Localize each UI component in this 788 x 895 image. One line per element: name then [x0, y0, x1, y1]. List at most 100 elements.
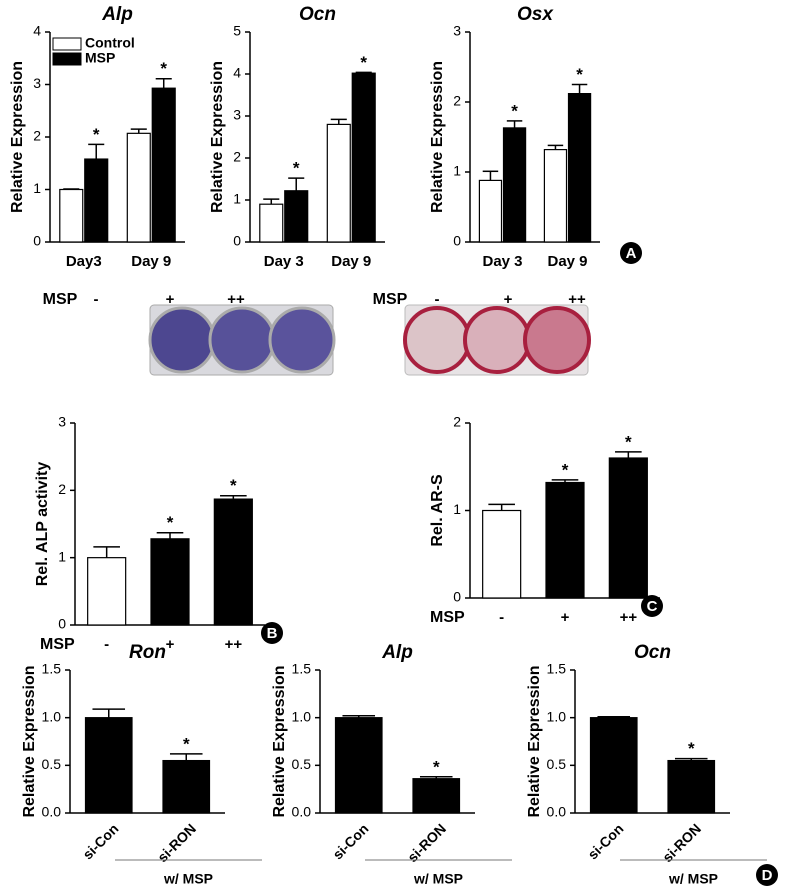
y-tick-label: 1.5	[547, 661, 567, 677]
x-tick-label: -	[104, 636, 109, 653]
bar	[150, 538, 190, 626]
y-tick-label: 0.0	[547, 804, 567, 820]
group-label: w/ MSP	[413, 871, 463, 887]
y-tick-label: 4	[233, 65, 241, 81]
chart-title: Ocn	[634, 642, 671, 663]
legend-swatch	[52, 52, 82, 66]
y-tick-label: 0.0	[292, 804, 312, 820]
bar	[59, 188, 84, 243]
y-axis-label: Relative Expression	[9, 61, 26, 213]
treatment-label: ++	[568, 291, 586, 308]
bar	[84, 158, 109, 243]
y-tick-label: 1	[233, 191, 241, 207]
bar	[84, 717, 133, 814]
well	[463, 306, 531, 374]
panel-letter: C	[647, 598, 658, 615]
well	[208, 306, 276, 374]
y-tick-label: 0.0	[42, 804, 62, 820]
x-tick-label: ++	[620, 609, 638, 626]
y-tick-label: 2	[233, 149, 241, 165]
bar	[502, 127, 527, 243]
chart-title: Alp	[381, 642, 413, 663]
y-tick-label: 0.5	[292, 756, 312, 772]
group-label: w/ MSP	[668, 871, 718, 887]
y-tick-label: 2	[33, 128, 41, 144]
significance-marker: *	[511, 101, 518, 120]
y-tick-label: 1	[453, 163, 461, 179]
y-axis-label: Relative Expression	[429, 61, 446, 213]
significance-marker: *	[93, 125, 100, 144]
chart-title: Osx	[517, 4, 554, 25]
treatment-title: MSP	[373, 291, 408, 308]
y-axis-label: Relative Expression	[271, 665, 288, 817]
x-tick-label: +	[166, 636, 175, 653]
y-axis-label: Relative Expression	[209, 61, 226, 213]
chart-title: Ron	[129, 642, 166, 663]
x-tick-label: si-Con	[329, 820, 371, 862]
y-tick-label: 2	[58, 481, 66, 497]
y-tick-label: 1	[58, 548, 66, 564]
x-tick-label: si-Con	[584, 820, 626, 862]
y-tick-label: 1	[33, 180, 41, 196]
y-axis-label: Relative Expression	[21, 665, 38, 817]
y-tick-label: 1.0	[547, 708, 567, 724]
significance-marker: *	[576, 65, 583, 84]
bar	[351, 72, 376, 243]
bar	[213, 498, 253, 626]
y-tick-label: 2	[453, 414, 461, 430]
x-tick-label: Day 9	[131, 253, 171, 270]
y-tick-label: 4	[33, 23, 41, 39]
y-tick-label: 3	[33, 75, 41, 91]
legend-swatch	[52, 37, 82, 51]
panel-badge	[756, 864, 778, 886]
treatment-label: -	[94, 291, 99, 308]
well	[148, 306, 216, 374]
y-tick-label: 0	[58, 616, 66, 632]
x-tick-label: si-RON	[154, 820, 199, 865]
treatment-label: ++	[227, 291, 245, 308]
bar	[284, 190, 309, 243]
plate-c	[403, 304, 591, 376]
y-tick-label: 3	[58, 414, 66, 430]
y-tick-label: 0.5	[42, 756, 62, 772]
treatment-title: MSP	[43, 291, 78, 308]
bar	[162, 759, 211, 814]
y-tick-label: 3	[233, 107, 241, 123]
x-tick-label: Day 3	[482, 253, 522, 270]
y-tick-label: 5	[233, 23, 241, 39]
y-tick-label: 0	[233, 233, 241, 249]
x-tick-label: si-Con	[79, 820, 121, 862]
panel-letter: A	[626, 245, 637, 262]
bar	[567, 92, 592, 243]
significance-marker: *	[293, 159, 300, 178]
y-tick-label: 1.0	[292, 708, 312, 724]
x-tick-label: +	[561, 609, 570, 626]
x-tick-label: Day 9	[331, 253, 371, 270]
y-tick-label: 1.5	[292, 661, 312, 677]
bar	[87, 557, 127, 626]
bar	[482, 509, 522, 599]
significance-marker: *	[688, 739, 695, 758]
well	[523, 306, 591, 374]
x-tick-label: ++	[225, 636, 243, 653]
panel-badge	[641, 595, 663, 617]
bar	[608, 457, 648, 599]
treatment-label: -	[435, 291, 440, 308]
x-tick-label: Day3	[66, 253, 102, 270]
bar	[326, 123, 351, 243]
panel-letter: B	[267, 625, 278, 642]
bar	[667, 759, 716, 814]
x-tick-label: si-RON	[404, 820, 449, 865]
y-axis-label: Rel. ALP activity	[34, 462, 51, 587]
y-tick-label: 0	[453, 233, 461, 249]
bar	[478, 179, 503, 243]
bar	[334, 717, 383, 814]
significance-marker: *	[562, 460, 569, 479]
well	[403, 306, 471, 374]
x-tick-label: Day 3	[264, 253, 304, 270]
bar	[151, 87, 176, 243]
chart-title: Alp	[101, 4, 133, 25]
y-tick-label: 0.5	[547, 756, 567, 772]
significance-marker: *	[183, 734, 190, 753]
panel-badge	[261, 622, 283, 644]
